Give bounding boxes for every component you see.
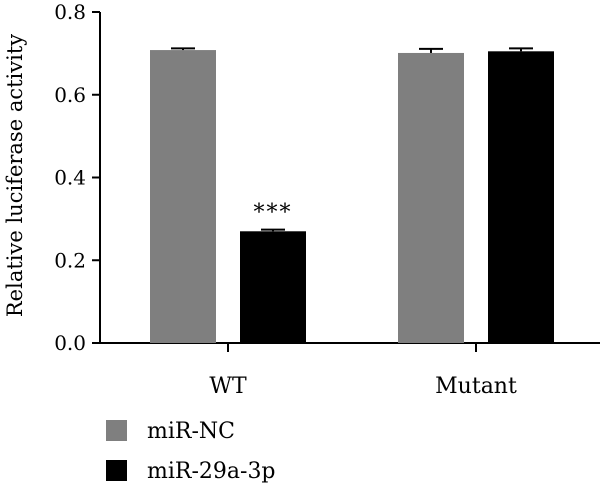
x-axis-categories: WT Mutant xyxy=(209,343,517,399)
bar-miR-29a-3p-Mutant xyxy=(488,51,554,344)
y-tick-label: 0.2 xyxy=(54,248,86,272)
x-category-label: WT xyxy=(209,374,247,399)
y-tick-label: 0.4 xyxy=(54,166,86,190)
legend-label: miR-29a-3p xyxy=(147,459,276,484)
legend-label: miR-NC xyxy=(147,419,235,444)
x-category-label: Mutant xyxy=(435,374,517,399)
legend: miR-NC miR-29a-3p xyxy=(106,419,276,484)
y-tick-label: 0.8 xyxy=(54,0,86,24)
legend-swatch xyxy=(106,460,127,481)
legend-swatch xyxy=(106,420,127,441)
bar-miR-NC-Mutant xyxy=(398,52,464,344)
bars-group xyxy=(150,47,554,344)
bar-miR-NC-WT xyxy=(150,50,216,343)
bar-miR-29a-3p-WT xyxy=(240,231,306,343)
annotations: *** xyxy=(254,201,293,226)
y-axis-title: Relative luciferase activity xyxy=(3,34,27,317)
y-tick-label: 0.0 xyxy=(54,331,86,355)
y-axis-ticks: 0.0 0.2 0.4 0.6 0.8 xyxy=(54,0,100,355)
y-tick-label: 0.6 xyxy=(54,83,86,107)
significance-annotation: *** xyxy=(254,201,293,226)
